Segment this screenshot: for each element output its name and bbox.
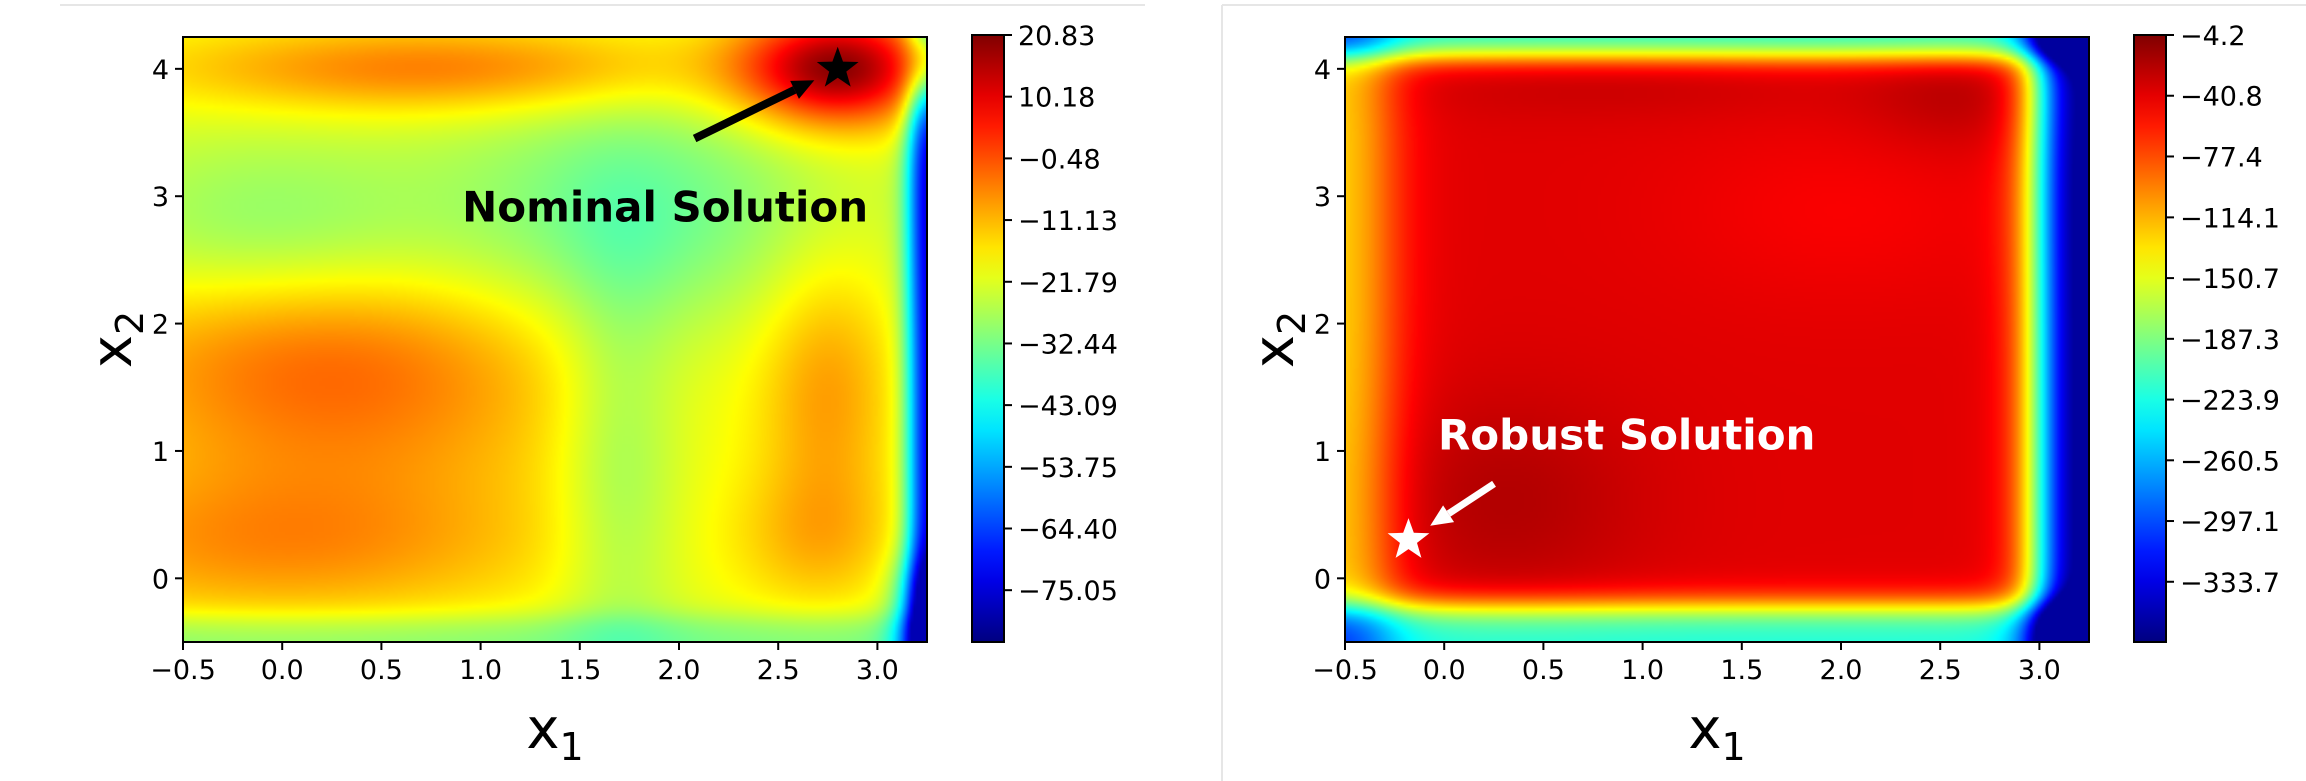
- left-xtick-label: 0.5: [360, 655, 403, 686]
- right-annotation-arrow-shaft: [1446, 480, 1496, 517]
- right-xtick-label: 1.5: [1720, 655, 1763, 686]
- left-colorbar-tick-label: −21.79: [1018, 268, 1118, 299]
- right-colorbar-tick-label: −187.3: [2180, 325, 2280, 356]
- left-xtick-label: 2.0: [658, 655, 701, 686]
- right-colorbar-tick-label: −4.2: [2180, 21, 2246, 52]
- right-plot-frame: [1344, 36, 2090, 643]
- left-solution-star-marker: [816, 46, 859, 87]
- left-ytick-label: 2: [152, 310, 169, 341]
- right-annotation-text: Robust Solution: [1438, 410, 1816, 459]
- left-ytick-label: 3: [152, 182, 169, 213]
- right-colorbar-tick-label: −114.1: [2180, 203, 2280, 234]
- right-xtick-label: −0.5: [1312, 655, 1378, 686]
- left-y-axis-label: x2: [80, 311, 152, 368]
- left-xtick-label: 1.5: [558, 655, 601, 686]
- left-xtick-label: 1.0: [459, 655, 502, 686]
- right-xtick-label: 0.5: [1522, 655, 1565, 686]
- left-colorbar: [971, 34, 1005, 643]
- left-ytick-label: 1: [152, 437, 169, 468]
- right-heatmap-image: [1345, 37, 2089, 642]
- left-colorbar-tick-label: −43.09: [1018, 391, 1118, 422]
- right-ytick-label: 4: [1314, 55, 1331, 86]
- right-x-axis-label: x1: [1688, 697, 1745, 769]
- left-plot-frame: [182, 36, 928, 643]
- left-annotation-arrow-head: [790, 80, 815, 99]
- right-xtick-label: 1.0: [1621, 655, 1664, 686]
- left-colorbar-tick-label: −53.75: [1018, 453, 1118, 484]
- left-ytick-label: 0: [152, 564, 169, 595]
- left-colorbar-tick-label: 10.18: [1018, 83, 1095, 114]
- right-colorbar-tick-label: −223.9: [2180, 386, 2280, 417]
- right-colorbar: [2133, 34, 2167, 643]
- left-xtick-label: 0.0: [261, 655, 304, 686]
- left-ytick-label: 4: [152, 55, 169, 86]
- left-annotation-text: Nominal Solution: [462, 182, 868, 231]
- right-colorbar-tick-label: −297.1: [2180, 507, 2280, 538]
- left-xtick-label: −0.5: [150, 655, 216, 686]
- right-ytick-label: 2: [1314, 310, 1331, 341]
- right-annotation-arrow-head: [1430, 505, 1455, 526]
- right-ytick-label: 1: [1314, 437, 1331, 468]
- left-xtick-label: 2.5: [757, 655, 800, 686]
- right-colorbar-tick-label: −260.5: [2180, 446, 2280, 477]
- right-colorbar-tick-label: −333.7: [2180, 568, 2280, 599]
- right-colorbar-tick-label: −150.7: [2180, 264, 2280, 295]
- right-ytick-label: 3: [1314, 182, 1331, 213]
- right-xtick-label: 2.0: [1820, 655, 1863, 686]
- left-colorbar-tick-label: −11.13: [1018, 206, 1118, 237]
- right-ytick-label: 0: [1314, 564, 1331, 595]
- right-xtick-label: 2.5: [1919, 655, 1962, 686]
- left-colorbar-tick-label: −64.40: [1018, 515, 1118, 546]
- left-annotation-arrow-shaft: [692, 86, 797, 143]
- left-colorbar-tick-label: −75.05: [1018, 576, 1118, 607]
- left-heatmap-image: [183, 37, 927, 642]
- left-xtick-label: 3.0: [856, 655, 899, 686]
- right-solution-star-marker: [1387, 518, 1430, 558]
- right-xtick-label: 0.0: [1423, 655, 1466, 686]
- left-colorbar-tick-label: 20.83: [1018, 21, 1095, 52]
- left-colorbar-tick-label: −0.48: [1018, 144, 1101, 175]
- right-xtick-label: 3.0: [2018, 655, 2061, 686]
- right-colorbar-tick-label: −77.4: [2180, 142, 2263, 173]
- right-colorbar-tick-label: −40.8: [2180, 82, 2263, 113]
- left-colorbar-tick-label: −32.44: [1018, 329, 1118, 360]
- right-y-axis-label: x2: [1242, 311, 1314, 368]
- left-x-axis-label: x1: [526, 697, 583, 769]
